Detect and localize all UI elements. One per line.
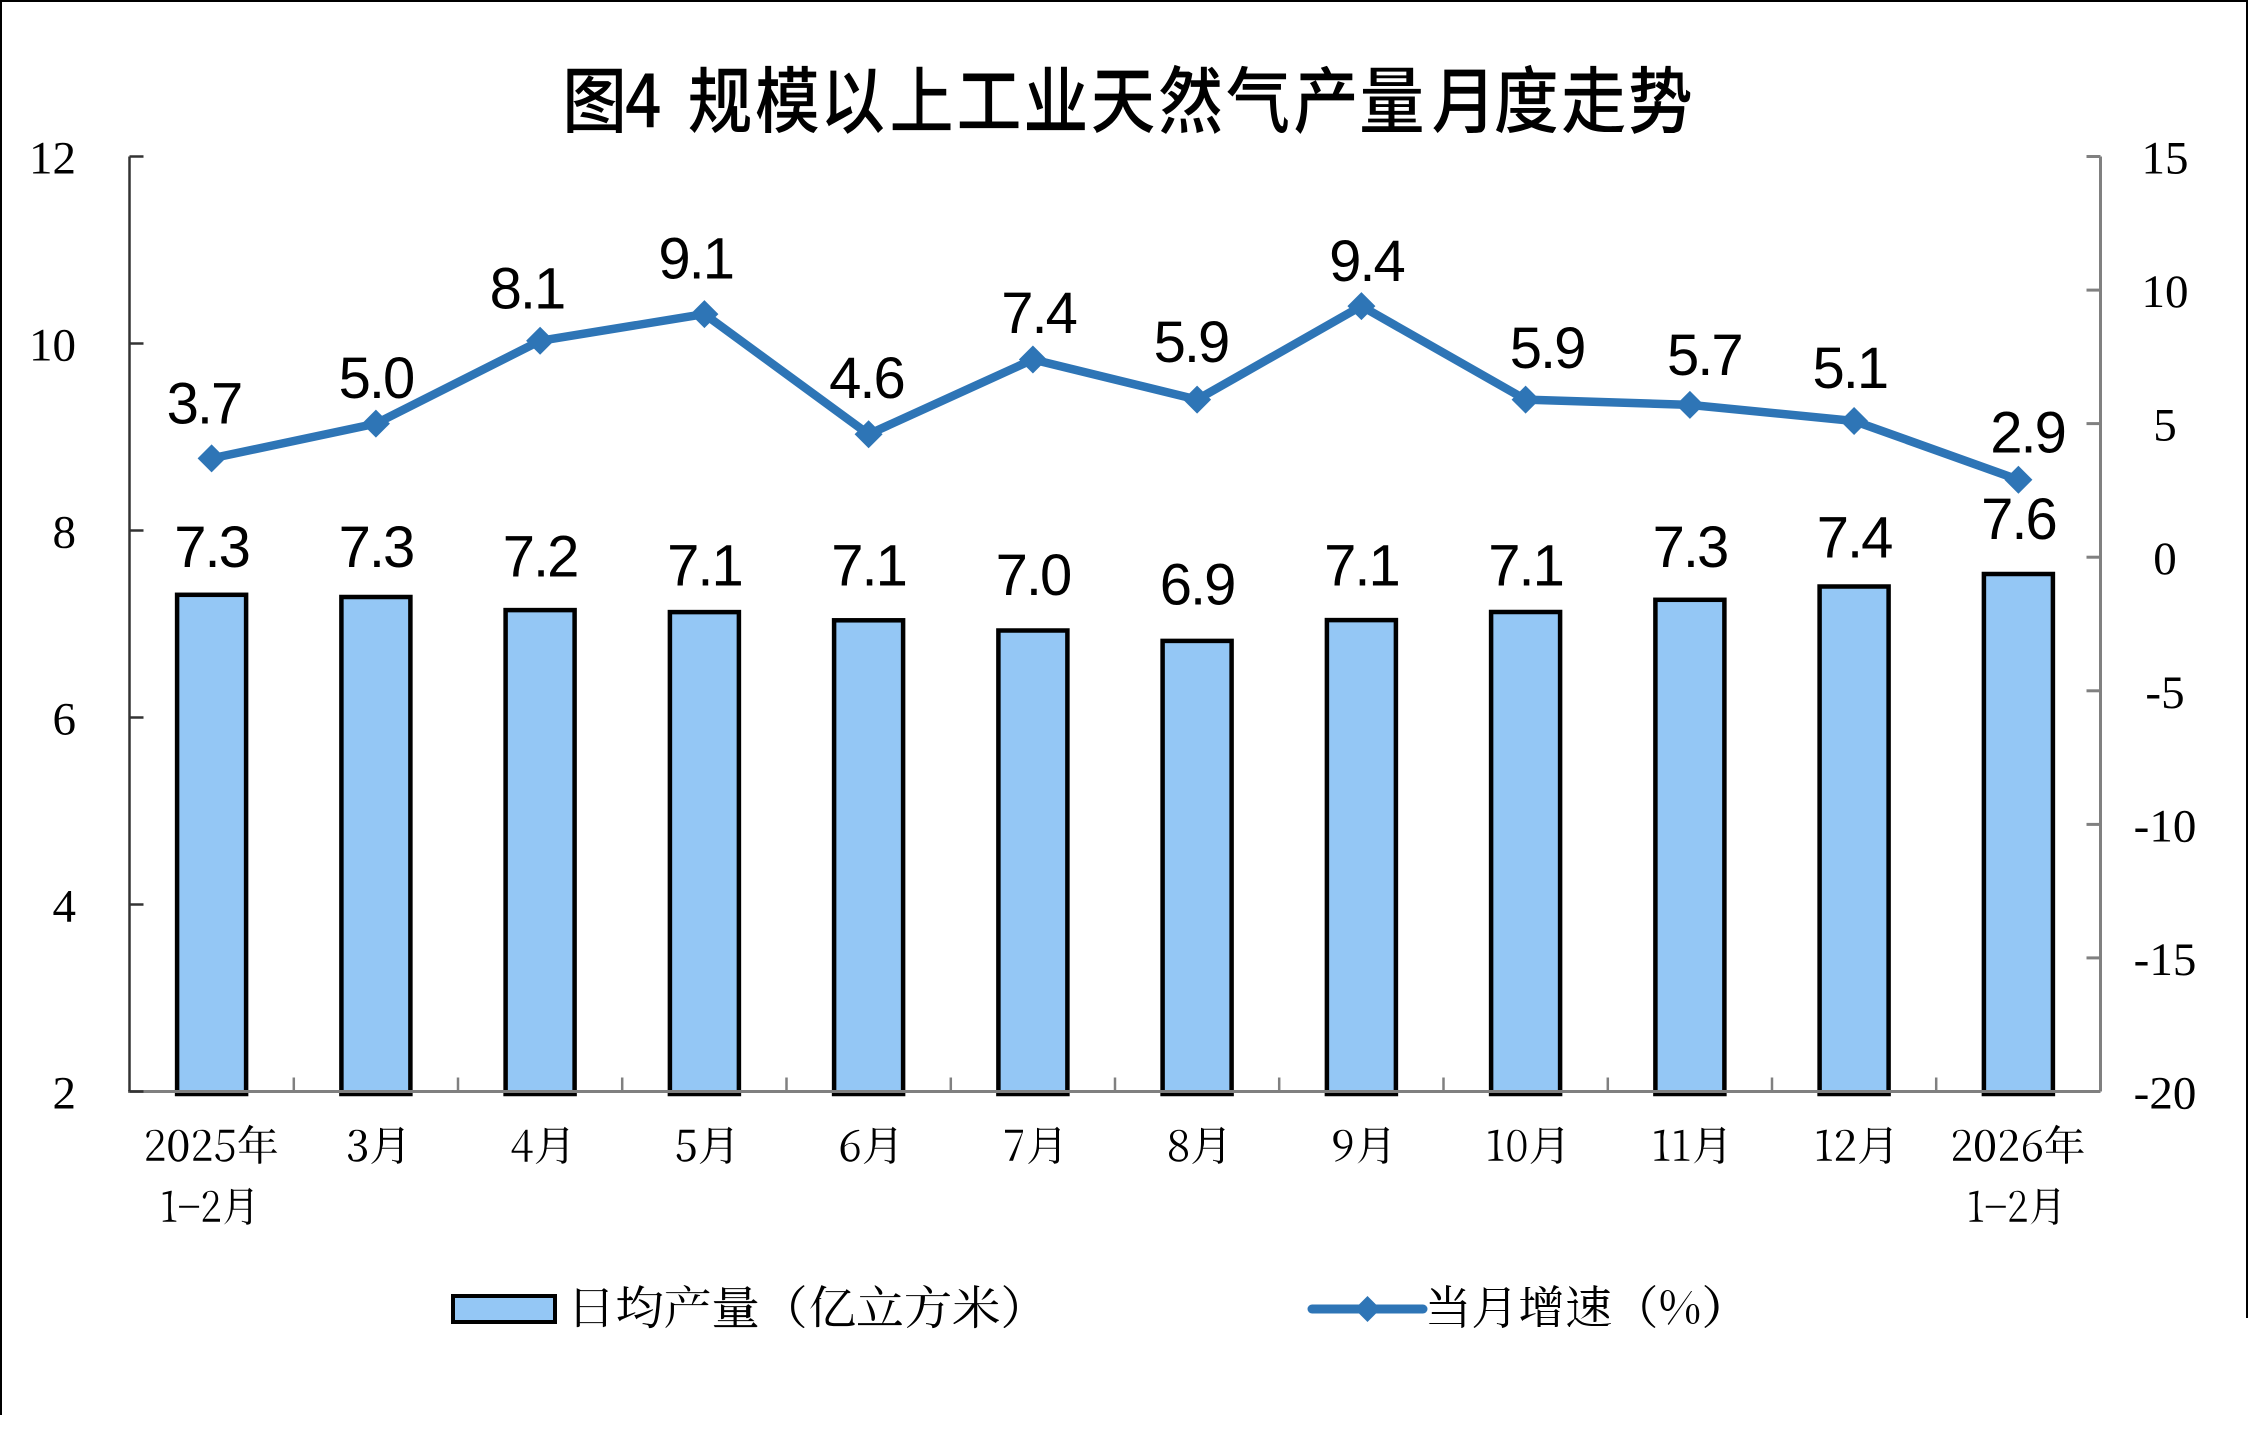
svg-text:5.1: 5.1	[1812, 336, 1887, 401]
svg-text:-15: -15	[2134, 934, 2197, 986]
svg-text:6.9: 6.9	[1160, 552, 1235, 617]
svg-text:7.1: 7.1	[667, 534, 742, 599]
svg-text:4: 4	[53, 881, 77, 933]
svg-text:10: 10	[2142, 266, 2189, 318]
svg-text:7.2: 7.2	[503, 524, 578, 589]
svg-text:15: 15	[2142, 133, 2189, 185]
svg-text:5.9: 5.9	[1154, 310, 1229, 375]
svg-text:7.0: 7.0	[996, 543, 1071, 608]
svg-text:7.4: 7.4	[1001, 281, 1076, 346]
svg-text:7.3: 7.3	[339, 515, 414, 580]
svg-text:9.1: 9.1	[658, 227, 733, 292]
svg-text:6: 6	[53, 694, 77, 746]
svg-text:9.4: 9.4	[1329, 229, 1404, 294]
svg-text:5.7: 5.7	[1667, 323, 1742, 388]
svg-text:5.0: 5.0	[339, 346, 414, 411]
svg-text:8: 8	[53, 507, 77, 559]
svg-text:4.6: 4.6	[829, 346, 904, 411]
svg-text:7.1: 7.1	[1324, 534, 1399, 599]
svg-text:5: 5	[2153, 400, 2177, 452]
svg-text:7.6: 7.6	[1981, 487, 2056, 552]
svg-text:12: 12	[29, 133, 76, 185]
svg-text:0: 0	[2153, 533, 2177, 585]
svg-text:7.4: 7.4	[1817, 506, 1892, 571]
svg-text:10: 10	[29, 320, 76, 372]
svg-text:7.3: 7.3	[174, 515, 249, 580]
svg-text:7.1: 7.1	[1488, 534, 1563, 599]
svg-text:7.1: 7.1	[831, 534, 906, 599]
svg-text:3.7: 3.7	[167, 372, 242, 437]
svg-text:5.9: 5.9	[1510, 316, 1585, 381]
svg-text:-10: -10	[2134, 800, 2197, 852]
svg-text:2: 2	[53, 1068, 77, 1120]
svg-text:8.1: 8.1	[490, 257, 565, 322]
svg-text:2.9: 2.9	[1990, 401, 2065, 466]
svg-text:7.3: 7.3	[1653, 515, 1728, 580]
svg-text:-5: -5	[2145, 667, 2184, 719]
svg-text:-20: -20	[2134, 1068, 2197, 1120]
